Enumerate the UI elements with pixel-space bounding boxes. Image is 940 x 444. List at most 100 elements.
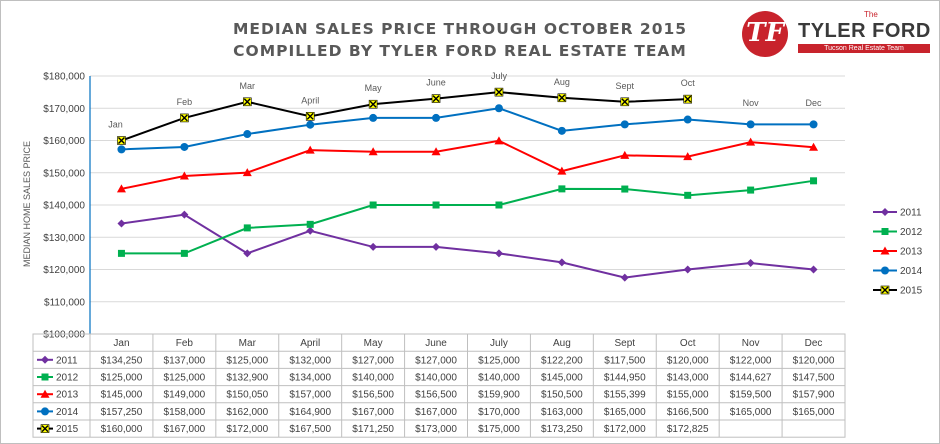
x-tick-label: Feb [176,338,194,349]
table-legend-marker [41,373,49,381]
data-point-2013 [368,147,378,156]
table-cell-value: $175,000 [478,424,520,435]
chart-title: MEDIAN SALES PRICE THROUGH OCTOBER 2015 [232,20,688,38]
table-cell-value: $167,000 [352,407,394,418]
month-annotation: Feb [177,97,193,107]
y-tick-label: $160,000 [43,136,85,147]
table-series-name: 2011 [56,355,78,366]
data-point-2011 [243,249,252,258]
table-cell-value: $166,500 [667,407,709,418]
y-tick-label: $100,000 [43,330,85,341]
table-cell-value: $172,000 [604,424,646,435]
table-legend-marker [40,389,50,398]
table-cell-value: $132,900 [226,373,268,384]
month-annotation: Dec [806,98,823,108]
data-point-2013 [494,136,504,145]
data-point-2012 [243,224,251,232]
data-point-2012 [684,191,692,199]
data-point-2014 [243,130,252,139]
data-point-2012 [621,185,629,193]
data-point-2015 [117,136,126,145]
data-point-2014 [620,120,629,129]
legend-label-2012: 2012 [900,227,923,238]
y-tick-label: $150,000 [43,168,85,179]
table-cell-value: $140,000 [352,373,394,384]
month-annotation: Jan [108,120,123,130]
table-cell-value: $117,500 [604,355,645,366]
tyler-ford-logo: TF The TYLER FORD Tucson Real Estate Tea… [742,6,938,57]
y-axis-label: MEDIAN HOME SALES PRICE [22,141,32,267]
table-cell-value: $125,000 [164,373,206,384]
data-point-2012 [369,201,377,209]
data-point-2011 [369,242,378,251]
table-cell-value: $165,000 [730,407,772,418]
table-cell-value: $159,900 [478,390,520,401]
series-line-2012 [121,179,814,255]
data-point-2011 [620,273,629,282]
legend: 2011 2012 2013 2014 2015 [873,208,923,297]
data-point-2012 [747,186,755,194]
logo-tagline: Tucson Real Estate Team [798,44,930,53]
data-point-2012 [432,201,440,209]
legend-marker-2012 [881,228,889,235]
data-point-2013 [179,171,189,180]
data-point-2013 [683,152,693,161]
data-point-2014 [369,113,378,122]
legend-marker-2011 [881,208,889,216]
y-tick-label: $120,000 [43,265,85,276]
x-tick-label: July [490,338,508,349]
month-annotations: Jan Feb Mar April May June July Aug Sept Oct Nov De… [108,71,822,129]
legend-label-2011: 2011 [900,208,922,219]
data-point-2014 [683,115,692,124]
month-annotation: June [426,78,446,88]
table-cell-value: $134,000 [289,373,331,384]
month-annotation: Aug [554,77,570,87]
data-point-2014 [746,120,755,129]
month-annotation: July [491,71,508,81]
legend-marker-2014 [881,266,889,275]
data-point-2014 [494,104,503,113]
table-cell-value: $155,399 [604,390,646,401]
table-cell-value: $167,000 [415,407,457,418]
x-tick-label: Sept [615,338,636,349]
series-line-2011 [121,213,814,279]
data-point-2011 [494,249,503,258]
data-point-2015 [683,94,693,104]
chart-subtitle: COMPILLED BY TYLER FORD REAL ESTATE TEAM [233,42,687,60]
table-cell-value: $162,000 [226,407,268,418]
data-point-2013 [305,145,315,154]
table-cell-value: $157,000 [289,390,331,401]
table-cell-value: $171,250 [352,424,394,435]
data-point-2015 [620,97,630,107]
logo-name: TYLER FORD [798,20,931,42]
table-cell-value: $172,000 [226,424,268,435]
x-tick-label: May [364,338,383,349]
month-annotation: Oct [681,78,696,88]
table-legend-marker [41,407,49,416]
data-point-2011 [432,242,441,251]
data-point-2012 [495,201,503,209]
table-cell-value: $127,000 [415,355,457,366]
legend-marker-2015 [880,285,890,295]
x-tick-label: April [300,338,320,349]
legend-label-2014: 2014 [900,266,923,277]
data-point-2013 [620,150,630,159]
data-point-2012 [810,177,818,185]
table-series-name: 2012 [56,373,79,384]
month-annotation: Mar [240,81,256,91]
table-cell-value: $125,000 [226,355,268,366]
table-cell-value: $140,000 [415,373,457,384]
data-point-2011 [557,258,566,267]
y-tick-label: $110,000 [44,297,85,308]
table-cell-value: $158,000 [164,407,206,418]
data-point-2014 [809,120,818,129]
data-point-2014 [432,113,441,122]
table-cell-value: $144,627 [730,373,772,384]
data-point-2011 [746,259,755,268]
data-point-2013 [242,168,252,177]
table-cell-value: $120,000 [667,355,709,366]
month-annotation: May [365,83,383,93]
month-annotation: Sept [616,81,635,91]
table-cell-value: $156,500 [415,390,457,401]
